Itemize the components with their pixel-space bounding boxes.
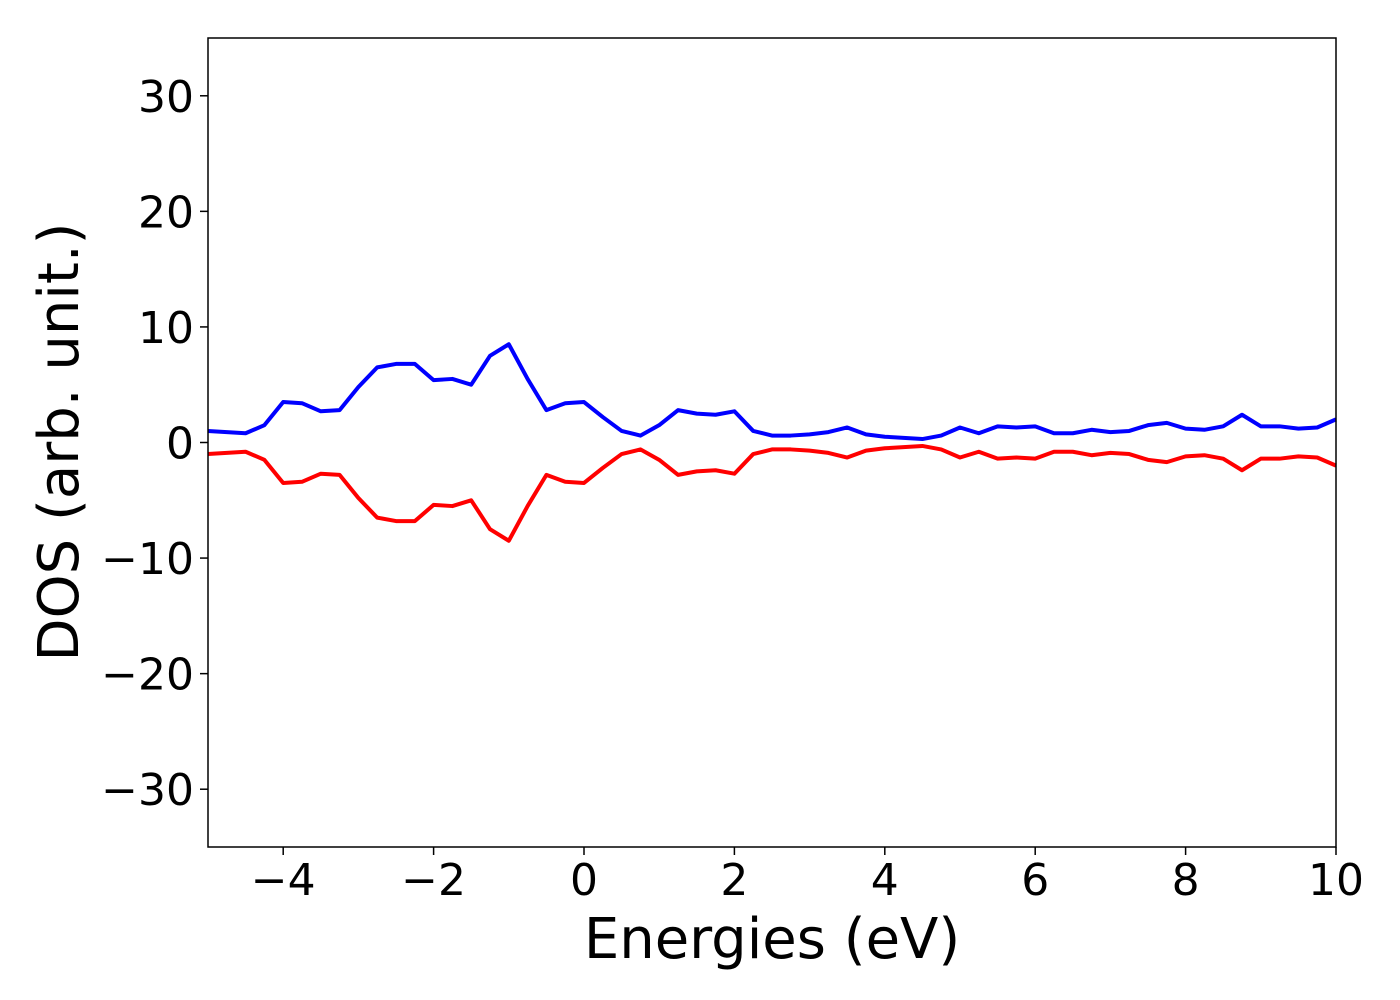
y-axis-label: DOS (arb. unit.) <box>27 222 92 661</box>
y-tick-label: 30 <box>138 72 194 123</box>
x-tick-label: 6 <box>1021 855 1049 906</box>
series-line <box>207 342 1337 442</box>
plot-frame <box>207 37 1337 848</box>
y-tick-label: 20 <box>138 187 194 238</box>
y-tick-label: −20 <box>101 650 194 701</box>
y-tick-label: −10 <box>101 534 194 585</box>
x-tick-label: 4 <box>871 855 899 906</box>
x-tick-label: 10 <box>1308 855 1364 906</box>
y-tick-label: −30 <box>101 765 194 816</box>
x-tick-label: −4 <box>251 855 316 906</box>
x-axis-label: Energies (eV) <box>584 907 960 972</box>
series-line <box>207 443 1337 543</box>
y-tick-label: 10 <box>138 303 194 354</box>
x-tick-label: −2 <box>401 855 466 906</box>
x-tick-label: 2 <box>720 855 748 906</box>
y-tick-label: 0 <box>166 419 194 470</box>
x-tick-label: 0 <box>570 855 598 906</box>
x-tick-label: 8 <box>1172 855 1200 906</box>
